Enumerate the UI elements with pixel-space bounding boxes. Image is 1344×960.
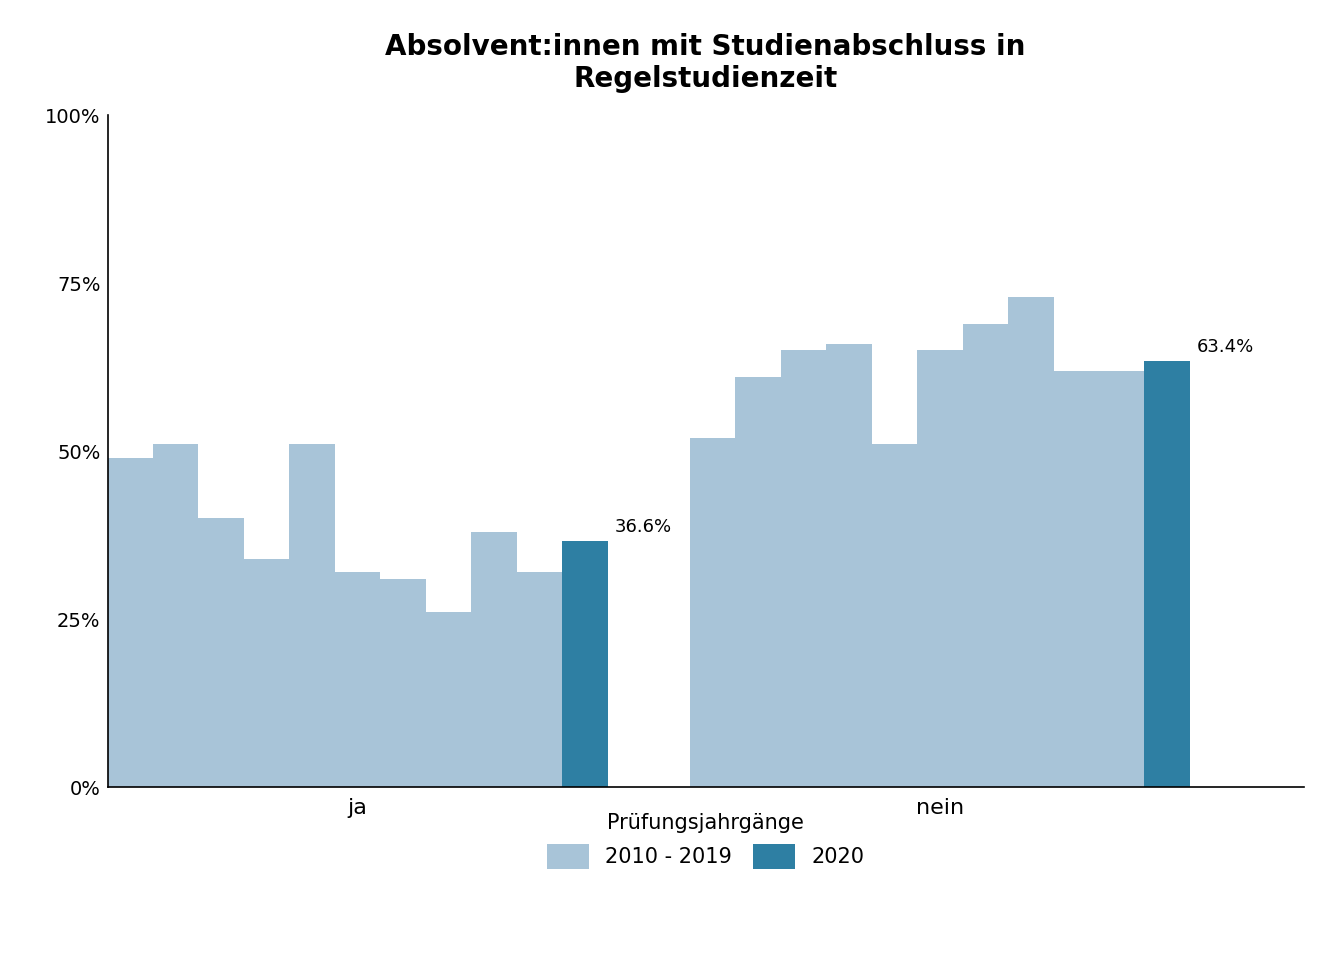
Bar (917, 350, 962, 787)
Text: 36.6%: 36.6% (614, 517, 672, 536)
Text: 63.4%: 63.4% (1196, 338, 1254, 356)
Bar (962, 324, 1008, 787)
Bar (153, 444, 199, 787)
Bar (199, 518, 245, 787)
Bar (1145, 361, 1189, 787)
Bar (472, 532, 517, 787)
Title: Absolvent:innen mit Studienabschluss in
Regelstudienzeit: Absolvent:innen mit Studienabschluss in … (386, 33, 1025, 93)
Bar (1054, 371, 1099, 787)
Bar (781, 350, 827, 787)
Bar (872, 444, 917, 787)
Bar (517, 572, 562, 787)
Bar (827, 344, 872, 787)
Bar (735, 377, 781, 787)
Bar (1008, 297, 1054, 787)
Bar (689, 438, 735, 787)
Bar (1099, 371, 1145, 787)
Legend: 2010 - 2019, 2020: 2010 - 2019, 2020 (539, 805, 872, 877)
Bar (335, 572, 380, 787)
Bar (426, 612, 472, 787)
Bar (289, 444, 335, 787)
Bar (108, 458, 153, 787)
Bar (245, 559, 289, 787)
Bar (380, 579, 426, 787)
Bar (562, 541, 607, 787)
